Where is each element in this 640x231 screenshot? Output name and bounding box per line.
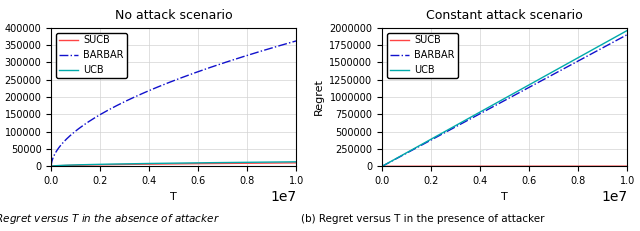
UCB [491,103,499,105]
UCB [285,161,293,163]
BARBAR [166,81,174,83]
UCB [166,162,174,164]
SUCB [616,165,624,167]
UCB [497,99,505,102]
Legend: SUCB, BARBAR, UCB: SUCB, BARBAR, UCB [56,33,127,78]
SUCB [160,163,168,165]
BARBAR [491,104,499,107]
Y-axis label: Regret: Regret [314,79,324,116]
BARBAR [60,140,68,143]
SUCB [378,165,386,168]
BARBAR [285,42,293,44]
UCB [623,29,631,32]
BARBAR [292,40,300,42]
UCB [616,33,624,36]
SUCB [572,165,579,167]
SUCB [166,163,174,165]
Line: UCB: UCB [382,30,627,166]
SUCB [60,164,68,167]
UCB [572,58,579,61]
SUCB [285,161,293,164]
BARBAR [616,37,624,40]
BARBAR [241,55,248,58]
SUCB [616,165,624,167]
UCB [60,164,68,167]
UCB [160,162,168,165]
Text: (b) Regret versus T in the presence of attacker: (b) Regret versus T in the presence of a… [301,214,544,224]
UCB [616,33,624,36]
SUCB [391,165,399,168]
BARBAR [47,165,55,168]
UCB [292,160,300,163]
UCB [378,165,386,168]
SUCB [497,165,505,168]
X-axis label: T: T [170,191,177,202]
Legend: SUCB, BARBAR, UCB: SUCB, BARBAR, UCB [387,33,458,78]
BARBAR [616,37,624,40]
Line: UCB: UCB [51,162,296,166]
BARBAR [378,165,386,168]
Title: Constant attack scenario: Constant attack scenario [426,9,583,22]
Title: No attack scenario: No attack scenario [115,9,232,22]
Text: (a) Regret versus $T$ in the absence of attacker: (a) Regret versus $T$ in the absence of … [0,212,220,226]
BARBAR [391,158,399,161]
Line: BARBAR: BARBAR [382,35,627,166]
BARBAR [497,101,505,104]
UCB [47,165,55,168]
BARBAR [160,83,168,86]
Line: BARBAR: BARBAR [51,41,296,166]
BARBAR [285,42,293,44]
SUCB [491,165,499,168]
UCB [241,161,248,164]
UCB [285,161,293,163]
BARBAR [572,61,579,64]
SUCB [241,162,248,165]
BARBAR [623,33,631,36]
X-axis label: T: T [501,191,508,202]
UCB [391,158,399,161]
Line: SUCB: SUCB [51,163,296,166]
SUCB [292,161,300,164]
SUCB [623,165,631,167]
SUCB [285,161,293,164]
SUCB [47,165,55,168]
